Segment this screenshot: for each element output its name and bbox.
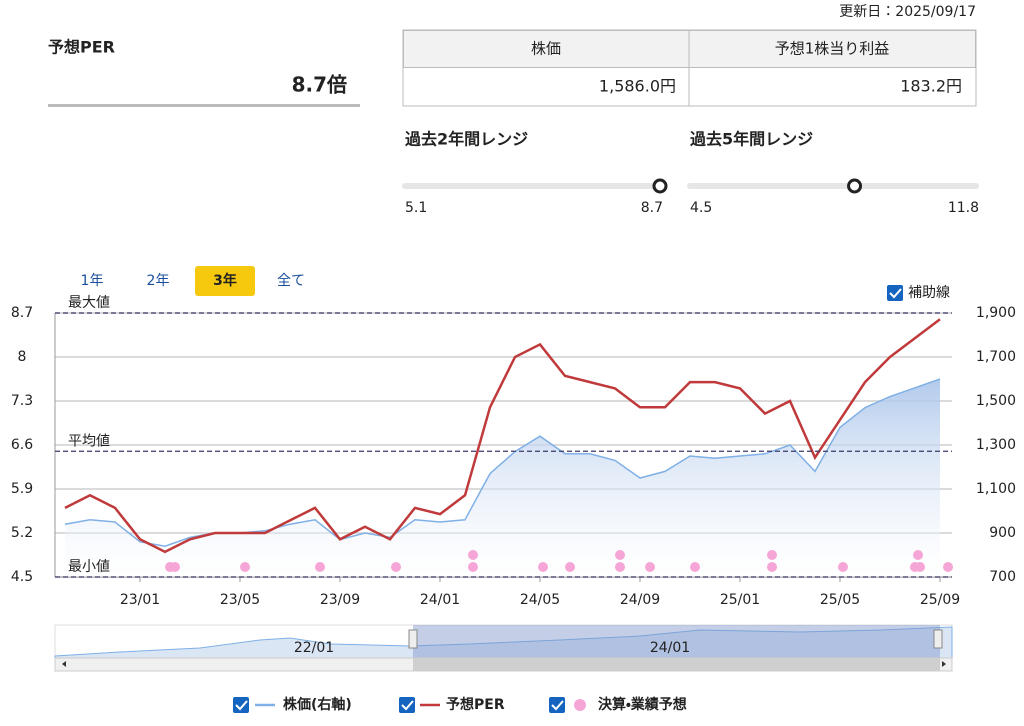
check	[889, 288, 902, 299]
event-dot	[565, 562, 575, 572]
event-dot	[767, 550, 777, 560]
range-knob	[652, 178, 668, 194]
legend: 株価(右軸) 予想PER 決算・業績予想	[233, 696, 687, 713]
table-cell: 1,586.0円	[599, 77, 676, 96]
tab[interactable]: 全て	[277, 273, 305, 289]
y-tick-label: 4.5	[11, 569, 33, 585]
x-tick-label: 23/05	[220, 592, 260, 608]
table-cell: 183.2円	[900, 77, 962, 96]
navigator-area	[54, 626, 953, 659]
x-tick-label: 25/05	[820, 592, 860, 608]
aux-checkbox[interactable]	[887, 285, 903, 301]
table-header-cell: 株価	[531, 40, 561, 58]
range-low: 4.5	[690, 200, 712, 216]
check	[235, 700, 248, 711]
y2-tick-label: 1,700	[976, 349, 1016, 365]
y-tick-label: 8	[18, 349, 27, 365]
ref-label: 平均値	[68, 433, 110, 449]
navigator-handle[interactable]	[933, 629, 943, 649]
x-tick-label: 24/09	[620, 592, 660, 608]
per-value: 8.7倍	[292, 73, 347, 97]
navigator-label: 24/01	[650, 640, 690, 656]
y-tick-label: 7.3	[11, 393, 33, 409]
event-dot	[240, 562, 250, 572]
legend-label: 予想PER	[446, 696, 505, 713]
y-tick-label: 8.7	[11, 305, 33, 321]
event-dot	[915, 562, 925, 572]
ref-label: 最小値	[68, 559, 110, 575]
navigator-label: 22/01	[294, 640, 334, 656]
event-dot	[645, 562, 655, 572]
legend-label: 株価(右軸)	[283, 696, 352, 713]
navigator: 22/01 24/01	[54, 624, 953, 672]
x-tick-label: 24/05	[520, 592, 560, 608]
range-knob	[847, 178, 863, 194]
range-high: 8.7	[641, 200, 663, 216]
x-tick-label: 24/01	[420, 592, 460, 608]
event-dot	[391, 562, 401, 572]
range-low: 5.1	[405, 200, 427, 216]
ref-label: 最大値	[68, 295, 110, 311]
x-tick-label: 25/01	[720, 592, 760, 608]
range-title: 過去2年間レンジ	[405, 130, 528, 149]
legend-checkbox[interactable]	[549, 697, 565, 713]
tab[interactable]: 3年	[213, 272, 237, 289]
range-high: 11.8	[948, 200, 979, 216]
price-area	[65, 379, 940, 577]
event-dot	[468, 562, 478, 572]
legend-checkbox[interactable]	[233, 697, 249, 713]
event-dot	[538, 562, 548, 572]
check	[401, 700, 414, 711]
legend-checkbox[interactable]	[399, 697, 415, 713]
scrollbar-thumb[interactable]	[413, 658, 940, 671]
event-dot	[170, 562, 180, 572]
y2-tick-label: 1,300	[976, 437, 1016, 453]
table-header-cell: 予想1株当り利益	[775, 40, 890, 58]
range-title: 過去5年間レンジ	[690, 130, 813, 149]
ranges: 過去2年間レンジ 5.1 8.7 過去5年間レンジ 4.5 11.8	[402, 130, 979, 216]
navigator-handle[interactable]	[408, 629, 418, 649]
x-tick-label: 23/09	[320, 592, 360, 608]
y2-tick-label: 700	[989, 569, 1016, 585]
tab[interactable]: 1年	[81, 273, 104, 289]
per-label: 予想PER	[48, 38, 115, 57]
event-dot	[690, 562, 700, 572]
y2-tick-label: 900	[989, 525, 1016, 541]
y2-tick-label: 1,900	[976, 305, 1016, 321]
event-dot	[615, 562, 625, 572]
event-dot	[943, 562, 953, 572]
legend-label: 決算・業績予想	[598, 696, 687, 713]
y-tick-label: 6.6	[11, 437, 33, 453]
event-dot	[838, 562, 848, 572]
series-line	[64, 318, 941, 554]
event-dot	[615, 550, 625, 560]
event-dot	[468, 550, 478, 560]
event-dots	[165, 550, 953, 572]
updated-date: 更新日：2025/09/17	[839, 4, 976, 20]
tab[interactable]: 2年	[147, 273, 170, 289]
event-dot	[913, 550, 923, 560]
check	[551, 700, 564, 711]
aux-label: 補助線	[908, 285, 950, 301]
y-tick-label: 5.9	[11, 481, 33, 497]
event-dot	[315, 562, 325, 572]
y2-tick-label: 1,500	[976, 393, 1016, 409]
plot: 4.5 5.2 5.9 6.6 7.3 8 8.7 700 900 1,100 1,300 1,500…	[11, 295, 1016, 608]
x-tick-label: 23/01	[120, 592, 160, 608]
navigator-selection[interactable]	[413, 625, 940, 658]
event-dot	[767, 562, 777, 572]
y-tick-label: 5.2	[11, 525, 33, 541]
tab-active-bg	[195, 266, 255, 296]
per-underline	[48, 104, 360, 107]
x-tick-label: 25/09	[920, 592, 960, 608]
legend-dot	[574, 699, 586, 711]
y2-tick-label: 1,100	[976, 481, 1016, 497]
